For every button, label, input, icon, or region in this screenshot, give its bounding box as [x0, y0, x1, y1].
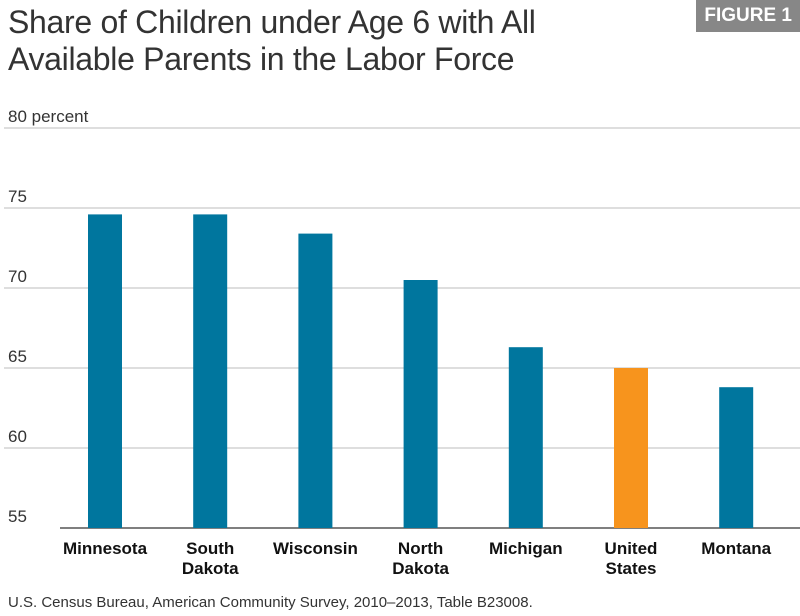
- x-category-label: Montana: [701, 539, 771, 558]
- source-note: U.S. Census Bureau, American Community S…: [8, 594, 533, 611]
- bar: [88, 214, 122, 528]
- y-tick-label: 65: [8, 347, 27, 366]
- y-tick-label: 70: [8, 267, 27, 286]
- x-category-label: South: [186, 539, 234, 558]
- bar: [508, 347, 543, 528]
- gridlines: 55 60 65 70 75 80 percent: [4, 107, 800, 529]
- y-tick-label: 60: [8, 427, 27, 446]
- x-category-label: North: [398, 539, 443, 558]
- x-category-label: Michigan: [489, 539, 563, 558]
- x-category-label: Dakota: [392, 559, 449, 578]
- bar: [298, 233, 333, 528]
- bar: [193, 214, 228, 528]
- bars: [88, 214, 754, 528]
- bar: [614, 368, 648, 528]
- y-tick-label: 75: [8, 187, 27, 206]
- x-category-label: Wisconsin: [273, 539, 358, 558]
- x-category-label: Dakota: [182, 559, 239, 578]
- x-category-label: States: [605, 559, 656, 578]
- x-category-label: United: [605, 539, 658, 558]
- y-tick-label: 55: [8, 507, 27, 526]
- y-tick-label: 80 percent: [8, 107, 89, 126]
- chart-title: Share of Children under Age 6 with All A…: [8, 4, 648, 78]
- figure-label: FIGURE 1: [696, 0, 800, 32]
- bar: [403, 280, 438, 528]
- chart-title-line-2: Available Parents in the Labor Force: [8, 41, 515, 77]
- chart-title-line-1: Share of Children under Age 6 with All: [8, 4, 536, 40]
- bar: [719, 387, 754, 528]
- x-category-label: Minnesota: [63, 539, 148, 558]
